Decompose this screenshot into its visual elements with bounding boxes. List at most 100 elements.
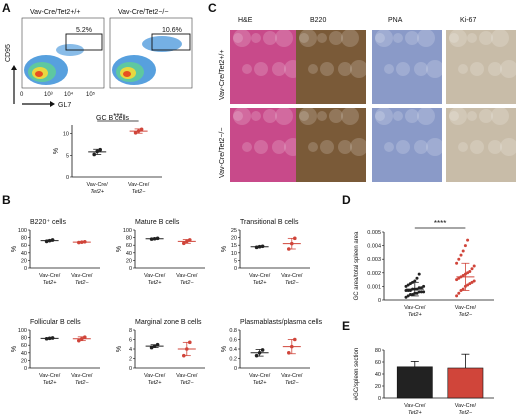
tile-texture-pna-wt (396, 62, 410, 76)
y-label-gc-area: GC area/total spleen area (354, 231, 360, 300)
data-point-gc-area (404, 295, 408, 299)
tile-texture-he-wt (254, 62, 268, 76)
data-point-gc-area (417, 290, 421, 294)
tile-texture-b220-ko (320, 140, 334, 154)
tile-texture-he-ko (251, 111, 261, 121)
x-tick-label-follicular: Vav-Cre/ (71, 373, 93, 379)
tile-texture-ki67-ko (491, 107, 509, 125)
x-tick-label-transitional: Tet2− (285, 280, 300, 286)
x-tick-label-gc-b-cells: Tet2+ (90, 189, 105, 195)
data-point-gc-area (466, 238, 470, 242)
tile-texture-pna-wt (375, 33, 385, 43)
tile-texture-b220-wt (320, 62, 334, 76)
chart-plasma: Plasmablasts/plasma cells 0 0.2 0.4 0.6 0.8% V… (221, 319, 323, 386)
panel-label-e: E (342, 319, 350, 333)
y-tick-label-plasma: 0.4 (229, 347, 237, 353)
tile-texture-pna-ko (396, 140, 410, 154)
data-point-plasma (254, 353, 259, 358)
y-tick-label-transitional: 5 (234, 258, 237, 264)
data-point-gc-area (457, 257, 461, 261)
tile-texture-he-ko (275, 107, 293, 125)
flow-plot-ko: Vav-Cre/Tet2−/− 10.6% (109, 9, 193, 89)
tile-texture-pna-ko (384, 142, 394, 152)
x-tick-label-transitional: Tet2+ (253, 280, 268, 286)
tile-texture-pna-wt (393, 33, 403, 43)
data-point-gc-area (419, 290, 423, 294)
col-header-he: H&E (238, 17, 253, 24)
y-tick-label-transitional: 20 (231, 236, 237, 242)
y-tick-label-gc-area: 0.003 (367, 257, 381, 263)
data-point-gc-area (472, 279, 476, 283)
data-point-gc-area (461, 287, 465, 291)
x-tick-label-marginal: Vav-Cre/ (176, 373, 198, 379)
tile-texture-b220-ko (329, 109, 343, 123)
data-point-gc-area (461, 249, 465, 253)
data-point-gc-area (406, 294, 410, 298)
y-tick-label-marginal: 4 (129, 347, 132, 353)
y-tick-label-plasma: 0.2 (229, 357, 237, 363)
tile-texture-he-ko (233, 107, 251, 125)
data-point-gc-area (461, 274, 465, 278)
tile-texture-pna-wt (426, 60, 444, 78)
tile-texture-ki67-wt (458, 64, 468, 74)
y-tick-label-mature: 60 (126, 243, 132, 249)
data-point-gc-area (417, 272, 421, 276)
chart-title-mature: Mature B cells (135, 219, 180, 226)
x-tick-label-mature: Vav-Cre/ (144, 273, 166, 279)
panel-label-a: A (2, 1, 11, 15)
col-header-pna: PNA (388, 17, 403, 24)
x-tick-label-follicular: Vav-Cre/ (39, 373, 61, 379)
x-tick-label-transitional: Vav-Cre/ (249, 273, 271, 279)
tile-texture-ki67-ko (449, 107, 467, 125)
y-label-mature: % (116, 246, 123, 252)
x-tick-label-plasma: Vav-Cre/ (281, 373, 303, 379)
tile-pna-ko (372, 108, 442, 182)
data-point-gc-area (404, 284, 408, 288)
chart-gc-b-cells: GC B cells0510%Vav-Cre/Tet2+Vav-Cre/Tet2… (53, 112, 162, 195)
tile-b220-ko (296, 108, 366, 182)
tile-texture-he-ko (272, 140, 286, 154)
x-tick-label-gc-area: Tet2+ (408, 312, 423, 318)
tile-ki67-wt (446, 30, 516, 104)
x-tick-label-follicular: Tet2− (75, 380, 90, 386)
y-tick-label-b220: 20 (21, 258, 27, 264)
y-tick-label-plasma: 0.6 (229, 338, 237, 344)
y-tick-label-gc-b-cells: 5 (66, 153, 69, 159)
data-point-gc-area (408, 288, 412, 292)
data-point-gc-area (455, 294, 459, 298)
tile-texture-b220-ko (317, 111, 327, 121)
gate-pct-wt: 5.2% (76, 27, 92, 34)
tile-texture-he-wt (263, 31, 277, 45)
y-tick-label-gc-count: 20 (375, 384, 381, 390)
y-tick-label-gc-count: 80 (375, 348, 381, 354)
data-point-gc-area (468, 269, 472, 273)
x-tick-label-b220: Tet2+ (43, 280, 58, 286)
tile-texture-ki67-wt (479, 31, 493, 45)
tile-texture-pna-wt (405, 31, 419, 45)
data-point-gc-area (413, 279, 417, 283)
y-tick-label-b220: 80 (21, 236, 27, 242)
x-tick-label-b220: Tet2− (75, 280, 90, 286)
y-tick-label-follicular: 40 (21, 351, 27, 357)
chart-title-transitional: Transitional B cells (240, 219, 299, 226)
y-tick-label-gc-area: 0 (378, 298, 381, 304)
tile-texture-b220-wt (317, 33, 327, 43)
flow-tick-0: 0 (20, 92, 24, 98)
x-tick-label-gc-b-cells: Tet2− (132, 189, 147, 195)
y-label-marginal: % (116, 346, 123, 352)
data-point-gc-area (455, 278, 459, 282)
tile-texture-pna-wt (414, 62, 428, 76)
tile-texture-ki67-wt (491, 29, 509, 47)
tile-texture-ki67-wt (449, 29, 467, 47)
y-label-b220: % (11, 246, 18, 252)
data-point-gc-area (457, 276, 461, 280)
x-tick-label-plasma: Tet2+ (253, 380, 268, 386)
tile-texture-he-ko (263, 109, 277, 123)
tile-texture-pna-ko (405, 109, 419, 123)
x-tick-label-gc-area: Vav-Cre/ (404, 305, 426, 311)
y-label-gc-count: #GC/spleen section (354, 348, 360, 400)
data-point-gc-area (411, 293, 415, 297)
tile-texture-pna-ko (393, 111, 403, 121)
